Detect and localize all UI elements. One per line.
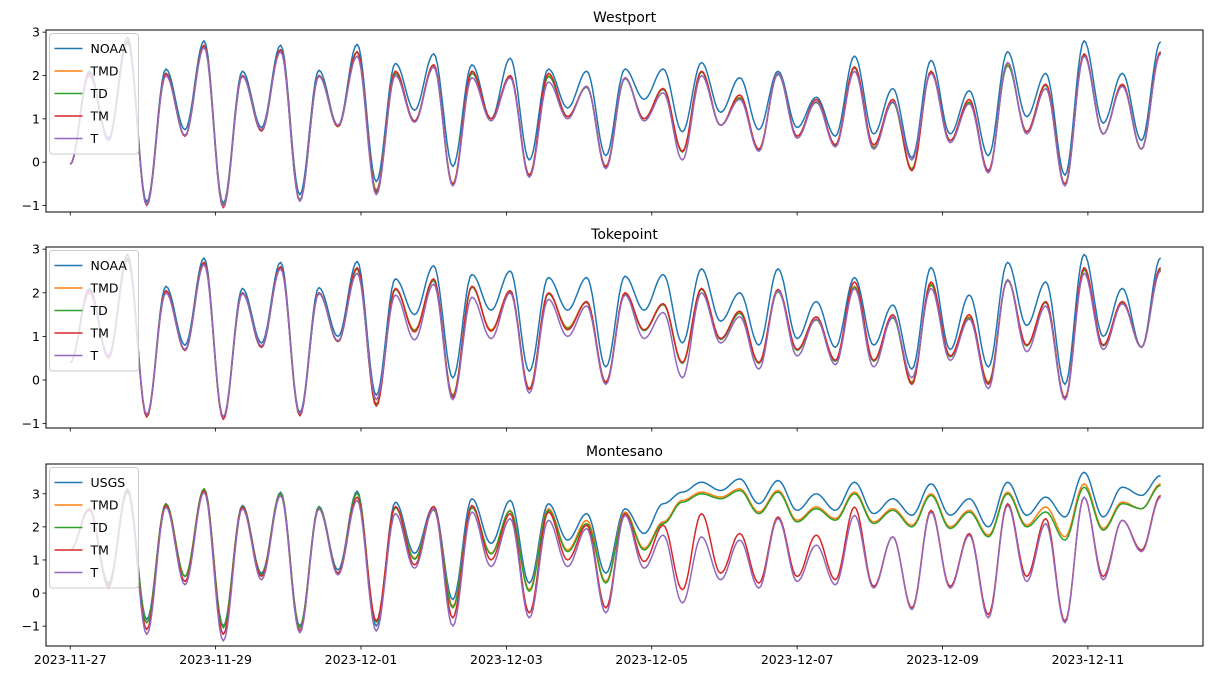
y-tick-label: 2 [32, 285, 40, 300]
x-axis-ticks [69, 212, 1089, 216]
legend: NOAA TMD TD TM T [49, 33, 139, 155]
x-tick-label: 2023-12-05 [615, 652, 688, 667]
legend-box [49, 250, 139, 372]
series-line-t [69, 42, 1162, 208]
y-axis-ticks: −1 0 1 2 3 [22, 486, 46, 634]
x-tick-label: 2023-12-11 [1052, 652, 1125, 667]
y-tick-label: −1 [22, 198, 40, 213]
series-line-noaa [69, 253, 1162, 418]
panel-title-tokepoint: Tokepoint [590, 227, 658, 243]
y-tick-label: 3 [32, 25, 40, 40]
legend-box [49, 467, 139, 589]
panel-title-westport: Westport [593, 10, 657, 26]
legend-label-tm: TM [90, 109, 109, 124]
x-tick-label: 2023-12-09 [906, 652, 979, 667]
legend-label-tm: TM [90, 326, 109, 341]
y-tick-label: 0 [32, 373, 40, 388]
x-tick-label: 2023-12-03 [470, 652, 543, 667]
series-lines [69, 36, 1162, 209]
legend: USGS TMD TD TM T [49, 467, 139, 589]
x-axis-ticks: 2023-11-27 2023-11-29 2023-12-01 2023-12-03… [34, 646, 1124, 667]
series-line-t [69, 259, 1162, 418]
legend-label-td: TD [90, 303, 108, 318]
legend-label-td: TD [90, 86, 108, 101]
legend-label-tmd: TMD [90, 64, 119, 79]
legend-label-usgs: USGS [91, 475, 126, 490]
x-tick-label: 2023-11-27 [34, 652, 107, 667]
y-tick-label: 3 [32, 486, 40, 501]
legend-label-noaa: NOAA [91, 41, 128, 56]
y-tick-label: 1 [32, 111, 40, 126]
y-tick-label: 2 [32, 519, 40, 534]
plot-frame [45, 29, 1204, 213]
panel-tokepoint: Tokepoint −1 0 1 2 3 NOAA TMD TD TM T [22, 227, 1204, 432]
plot-frame [45, 246, 1204, 429]
y-tick-label: 3 [32, 242, 40, 257]
y-tick-label: 0 [32, 155, 40, 170]
y-tick-label: −1 [22, 619, 40, 634]
legend-label-t: T [90, 131, 99, 146]
series-line-t [69, 491, 1162, 642]
y-axis-ticks: −1 0 1 2 3 [22, 25, 46, 213]
legend-label-td: TD [90, 520, 108, 535]
y-tick-label: −1 [22, 416, 40, 431]
y-axis-ticks: −1 0 1 2 3 [22, 242, 46, 431]
panel-westport: Westport −1 0 1 2 3 NOAA TMD TD TM T [22, 10, 1204, 216]
panel-title-montesano: Montesano [586, 444, 663, 460]
x-axis-ticks [69, 428, 1089, 432]
legend-label-tm: TM [90, 543, 109, 558]
y-tick-label: 2 [32, 68, 40, 83]
legend-label-tmd: TMD [90, 498, 119, 513]
legend-label-t: T [90, 565, 99, 580]
series-lines [69, 471, 1162, 642]
series-lines [69, 253, 1162, 421]
plot-frame [45, 463, 1204, 647]
x-tick-label: 2023-12-07 [761, 652, 834, 667]
legend-label-noaa: NOAA [91, 258, 128, 273]
series-line-noaa [69, 36, 1162, 205]
y-tick-label: 0 [32, 586, 40, 601]
x-tick-label: 2023-12-01 [325, 652, 398, 667]
legend-box [49, 33, 139, 155]
legend: NOAA TMD TD TM T [49, 250, 139, 372]
y-tick-label: 1 [32, 552, 40, 567]
legend-label-t: T [90, 348, 99, 363]
y-tick-label: 1 [32, 329, 40, 344]
legend-label-tmd: TMD [90, 281, 119, 296]
x-tick-label: 2023-11-29 [179, 652, 252, 667]
